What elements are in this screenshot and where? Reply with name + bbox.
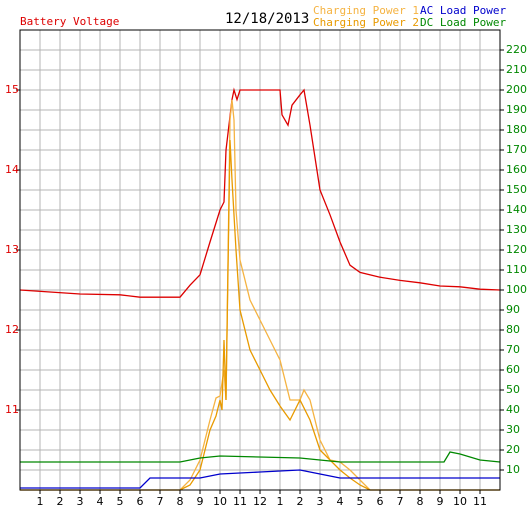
lines [19,87,501,491]
x-tick-label: 2 [297,495,304,508]
x-tick-label: 2 [57,495,64,508]
y2-tick-label: 160 [506,163,527,176]
y2-tick-label: 150 [506,183,527,196]
series-line [20,99,500,491]
x-tick-label: 6 [377,495,384,508]
y2-tick-label: 140 [506,203,527,216]
x-tick-label: 5 [117,495,124,508]
y-axis-title: Battery Voltage [20,15,119,28]
y2-tick-label: 200 [506,83,527,96]
x-tick-label: 10 [453,495,467,508]
x-tick-label: 4 [97,495,104,508]
x-tick-label: 10 [213,495,227,508]
x-tick-label: 6 [137,495,144,508]
x-tick-label: 3 [77,495,84,508]
x-tick-label: 1 [277,495,284,508]
series-line [19,87,501,298]
y2-tick-label: 70 [506,343,520,356]
y2-tick-label: 100 [506,283,527,296]
legend-entry: Charging Power 2 [313,16,419,29]
x-tick-label: 9 [437,495,444,508]
legend-entry: DC Load Power [420,16,506,29]
y2-tick-label: 10 [506,463,520,476]
y-tick-label: 11 [5,403,19,416]
y2-tick-label: 190 [506,103,527,116]
x-tick-label: 7 [157,495,164,508]
x-tick-label: 5 [357,495,364,508]
y2-tick-label: 60 [506,363,520,376]
x-tick-label: 1 [37,495,44,508]
y-tick-label: 13 [5,243,19,256]
grid [20,30,500,490]
y2-tick-label: 180 [506,123,527,136]
y2-tick-label: 20 [506,443,520,456]
x-tick-label: 8 [417,495,424,508]
y2-tick-label: 120 [506,243,527,256]
y2-tick-label: 80 [506,323,520,336]
x-tick-label: 8 [177,495,184,508]
series-line [20,469,500,489]
series-line [20,139,500,491]
x-tick-label: 11 [233,495,247,508]
x-tick-label: 7 [397,495,404,508]
x-tick-label: 3 [317,495,324,508]
y2-tick-label: 30 [506,423,520,436]
x-tick-label: 12 [253,495,267,508]
y2-tick-label: 40 [506,403,520,416]
x-tick-label: 9 [197,495,204,508]
y2-tick-label: 210 [506,63,527,76]
y-tick-label: 15 [5,83,19,96]
y2-tick-label: 50 [506,383,520,396]
y-tick-label: 14 [5,163,19,176]
y2-tick-label: 220 [506,43,527,56]
y-tick-label: 12 [5,323,19,336]
y2-tick-label: 130 [506,223,527,236]
chart-title: 12/18/2013 [225,11,309,27]
series-line [20,451,501,463]
y2-tick-label: 110 [506,263,527,276]
legend-entry: AC Load Power [420,4,506,17]
x-tick-label: 4 [337,495,344,508]
legend-entry: Charging Power 1 [313,4,419,17]
y2-tick-label: 170 [506,143,527,156]
x-tick-label: 11 [473,495,487,508]
y2-tick-label: 90 [506,303,520,316]
